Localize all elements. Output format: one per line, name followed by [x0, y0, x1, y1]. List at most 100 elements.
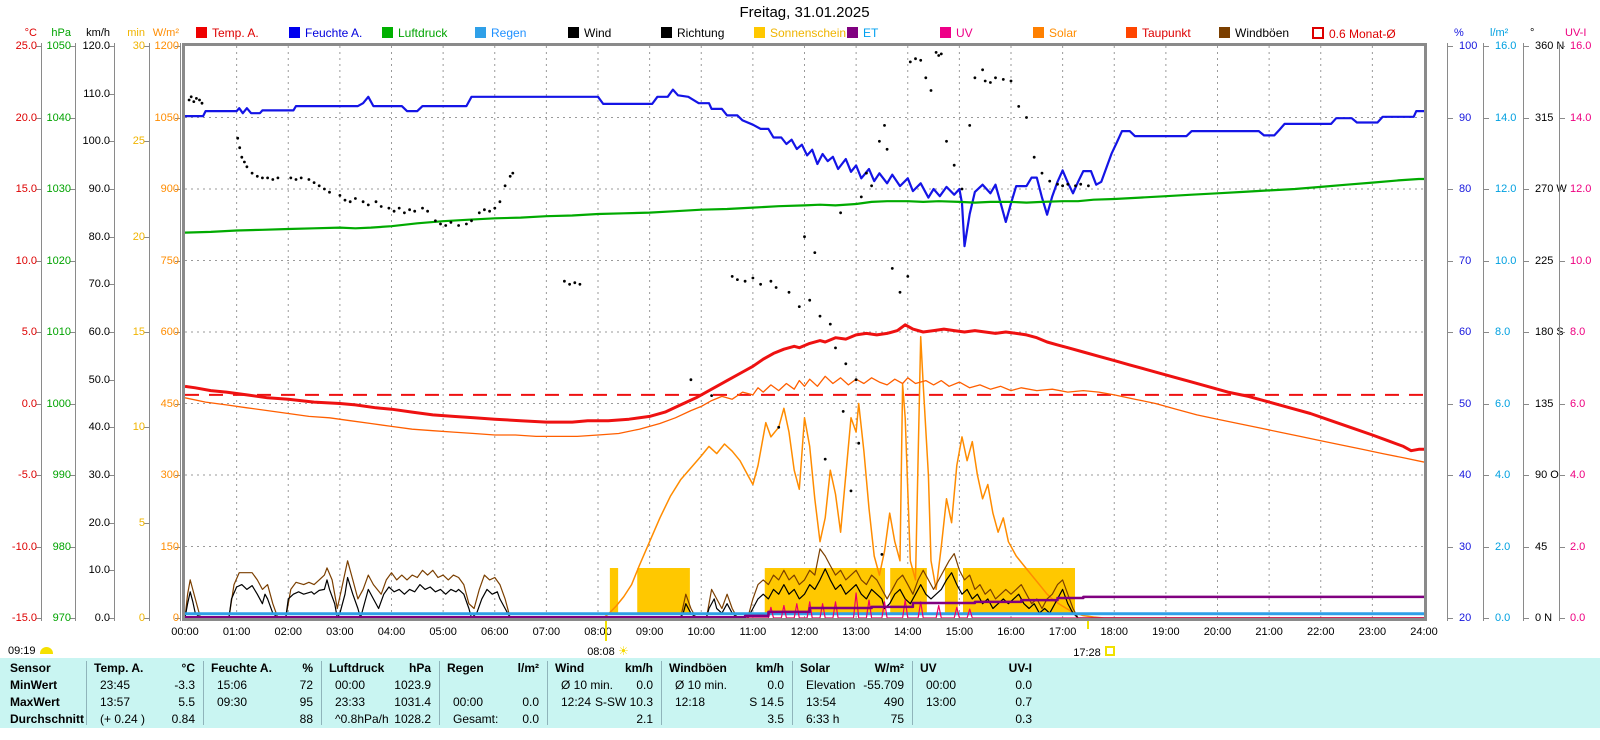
stats-col-separator	[547, 661, 548, 725]
lm2-tick-label: 14.0	[1495, 112, 1517, 124]
stat-value: 0.0	[636, 678, 653, 692]
richtung-dot	[823, 457, 827, 461]
richtung-dot	[343, 198, 347, 202]
temp-series	[184, 323, 1424, 453]
richtung-dot	[945, 139, 948, 143]
richtung-dot	[271, 178, 275, 181]
richtung-dot	[255, 174, 259, 178]
stat-value: 72	[299, 678, 313, 692]
axis-unit-hpa: hPa	[51, 27, 71, 39]
deg-tick	[1524, 118, 1529, 119]
et-legend-label: ET	[863, 26, 879, 40]
richtung-dot	[578, 282, 582, 286]
richtung-dot	[328, 190, 331, 194]
celsius-tick-label: -10.0	[11, 541, 37, 553]
axis-unit-min: min	[127, 27, 145, 39]
richtung-dot	[870, 184, 873, 188]
legend-item-luftdruck: Luftdruck	[382, 27, 447, 40]
celsius-tick-label: -15.0	[11, 612, 37, 624]
richtung-dot	[777, 425, 781, 429]
richtung-dot	[769, 279, 773, 283]
pct-tick-label: 90	[1459, 112, 1472, 124]
richtung-dot	[787, 290, 791, 294]
stats-cell: 0.3	[920, 712, 1032, 726]
stat-time: (+ 0.24 )	[100, 712, 146, 726]
kmh-tick	[109, 332, 114, 333]
stats-col-separator	[203, 661, 204, 725]
sunset-tick	[1087, 621, 1089, 629]
stat-value: 0.84	[171, 712, 195, 726]
lm2-tick	[1484, 475, 1489, 476]
min-tick-label: 10	[132, 421, 145, 433]
x-axis-label: 19:00	[1152, 626, 1180, 638]
richtung-dot	[250, 171, 254, 175]
stat-time: 00:00	[335, 678, 366, 692]
stat-time: ^0.8hPa/h	[335, 712, 389, 726]
kmh-tick-label: 60.0	[88, 326, 110, 338]
hpa-tick	[70, 618, 75, 619]
hpa-tick-label: 1010	[46, 326, 71, 338]
richtung-dot	[503, 184, 507, 188]
richtung-dot	[198, 98, 201, 102]
deg-tick-label: 360 N	[1535, 40, 1565, 52]
deg-tick-label: 270 W	[1535, 183, 1567, 195]
stat-time	[555, 712, 561, 726]
richtung-dot	[865, 171, 868, 175]
deg-tick	[1524, 475, 1529, 476]
uvi-tick-label: 4.0	[1570, 469, 1586, 481]
richtung-dot	[276, 176, 280, 180]
hpa-tick	[70, 46, 75, 47]
x-axis-label: 14:00	[893, 626, 922, 638]
sunrise-time: 08:08	[587, 646, 615, 658]
deg-tick-label: 135	[1535, 398, 1554, 410]
taupunkt-legend-swatch-icon	[1126, 27, 1137, 38]
wm2-tick-label: 0	[172, 612, 179, 624]
richtung-dot	[841, 410, 845, 413]
celsius-tick	[36, 404, 41, 405]
stats-col-header-uv: UV UV-I	[920, 661, 1032, 675]
windboeen-legend-label: Windböen	[1235, 26, 1290, 40]
stats-cell: 23:45 -3.3	[94, 678, 195, 692]
sunrise-label: 08:08 ☀	[573, 644, 643, 658]
pct-tick-label: 100	[1459, 40, 1478, 52]
min-tick-label: 0	[138, 612, 145, 624]
et-legend-swatch-icon	[847, 27, 858, 38]
richtung-dot	[981, 68, 984, 72]
min-tick	[144, 618, 149, 619]
moonset-time: 09:19	[8, 645, 36, 657]
stat-value: -3.3	[174, 678, 195, 692]
x-axis-label: 12:00	[790, 626, 819, 638]
deg-tick	[1524, 547, 1529, 548]
sunshine-block	[962, 568, 1076, 614]
stats-col-header-feuchte-a-: Feuchte A.%	[211, 661, 313, 675]
richtung-dot	[457, 224, 460, 227]
stats-table: Sensor MinWert MaxWert Durchschnitt Temp. A.…	[0, 658, 1600, 728]
stats-cell: 88	[211, 712, 313, 726]
richtung-dot	[366, 203, 370, 207]
stat-value: -55.709	[863, 678, 904, 692]
wm2-tick-label: 300	[160, 469, 179, 481]
wm2-tick	[175, 118, 180, 119]
richtung-dot	[1040, 171, 1044, 175]
wm2-tick-label: 900	[160, 183, 179, 195]
richtung-dot	[730, 275, 734, 278]
richtung-dot	[906, 275, 910, 278]
min-tick	[144, 523, 149, 524]
sonnenschein-legend-label: Sonnenschein	[770, 26, 847, 40]
richtung-dot	[973, 76, 977, 80]
stat-value: 95	[299, 695, 313, 709]
stats-cell: Gesamt: 0.0	[447, 712, 539, 726]
stats-col-separator	[912, 661, 913, 725]
lm2-tick	[1484, 404, 1489, 405]
sensor-unit: W/m²	[874, 661, 904, 675]
uvi-tick-label: 8.0	[1570, 326, 1586, 338]
richtung-dot	[392, 209, 396, 213]
sensor-unit: km/h	[624, 661, 653, 675]
richtung-dot	[397, 206, 401, 210]
richtung-dot	[1087, 184, 1090, 188]
kmh-tick-label: 120.0	[82, 40, 110, 52]
stats-cell: 12:24 S-SW 10.3	[555, 695, 653, 709]
stats-cell: 12:18 S 14.5	[669, 695, 784, 709]
richtung-dot	[307, 178, 311, 181]
richtung-dot	[937, 54, 941, 57]
